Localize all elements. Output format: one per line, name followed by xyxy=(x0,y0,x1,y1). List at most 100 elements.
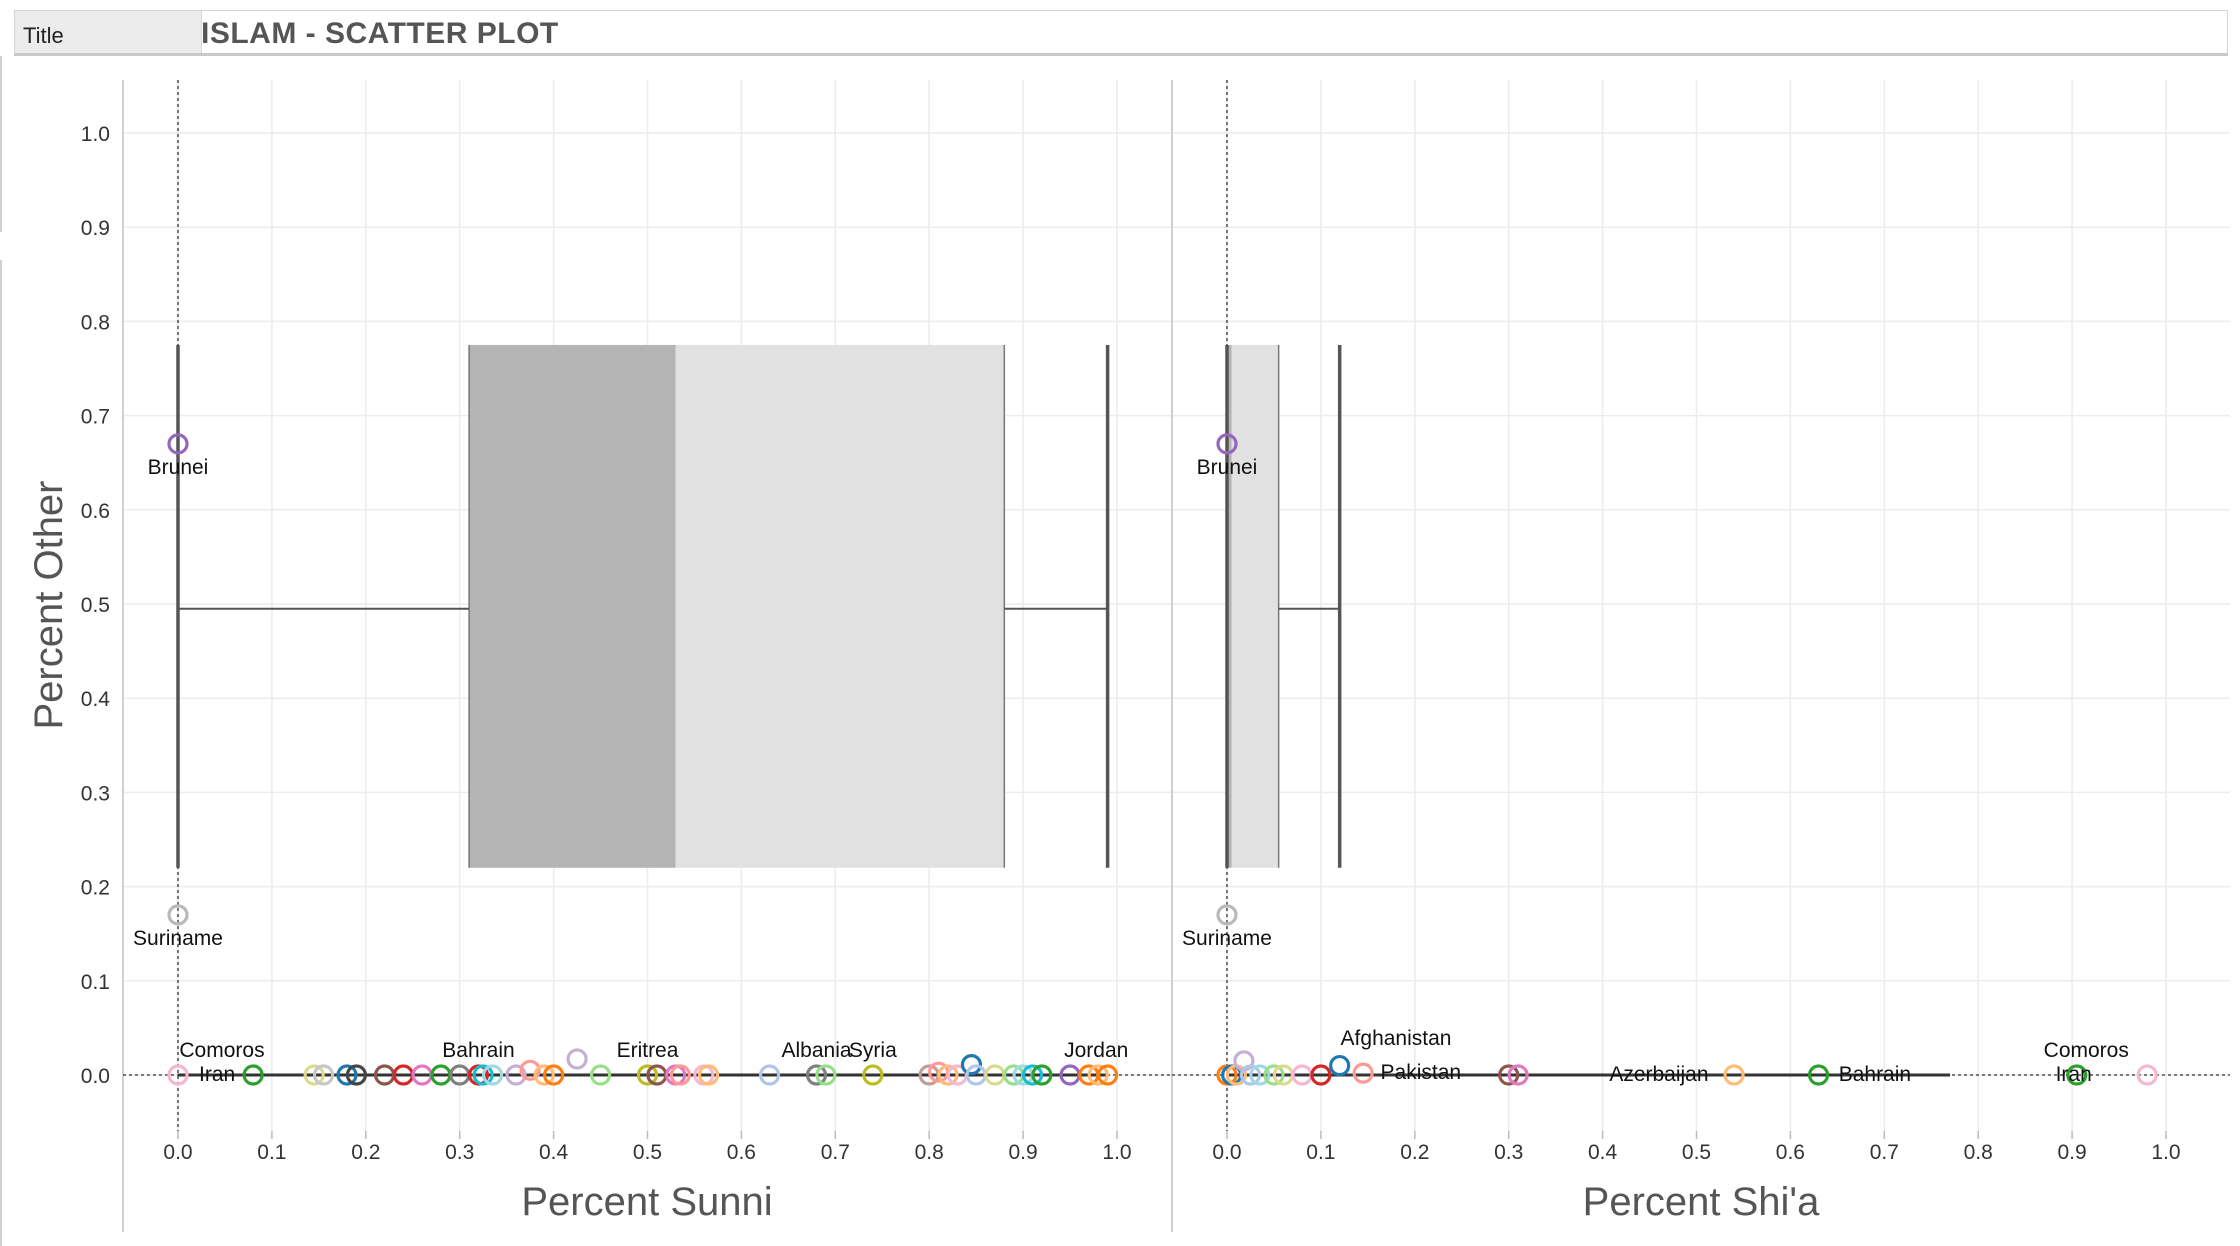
data-point xyxy=(167,1064,189,1086)
y-tick-label: 0.9 xyxy=(81,217,110,240)
data-point xyxy=(1263,1064,1285,1086)
point-label: Albania xyxy=(781,1039,851,1062)
data-point xyxy=(1310,1064,1332,1086)
data-point xyxy=(589,1064,612,1086)
data-point xyxy=(167,433,189,455)
data-point xyxy=(1498,1064,1520,1086)
point-label: Suriname xyxy=(1182,927,1272,950)
point-label: Syria xyxy=(849,1039,897,1062)
x-tick-label: 0.0 xyxy=(1212,1141,1241,1164)
x-tick-label: 0.2 xyxy=(351,1141,380,1164)
box-lower-half xyxy=(1227,344,1232,868)
data-point xyxy=(1239,1064,1262,1086)
x-tick-label: 0.2 xyxy=(1400,1141,1429,1164)
x-tick-label: 0.8 xyxy=(915,1141,944,1164)
box-lower-half xyxy=(469,344,676,868)
x-tick-label: 0.5 xyxy=(633,1141,662,1164)
point-label: Pakistan xyxy=(1381,1061,1462,1084)
box-upper-half xyxy=(1231,344,1279,868)
data-point xyxy=(242,1064,264,1086)
box-upper-half xyxy=(675,344,1005,868)
x-tick-label: 0.7 xyxy=(821,1141,850,1164)
y-tick-label: 1.0 xyxy=(81,123,110,146)
y-tick-label: 0.7 xyxy=(81,406,110,429)
x-tick-label: 1.0 xyxy=(1102,1141,1131,1164)
data-point xyxy=(1807,1064,1830,1086)
point-label: Jordan xyxy=(1064,1039,1128,1062)
point-label: Azerbaijan xyxy=(1609,1063,1708,1086)
point-label: Eritrea xyxy=(617,1039,679,1062)
data-point xyxy=(566,1048,588,1070)
data-point xyxy=(1216,433,1238,455)
data-point xyxy=(505,1064,527,1086)
y-tick-label: 0.4 xyxy=(81,688,111,711)
point-label: Brunei xyxy=(148,456,209,479)
data-point xyxy=(758,1064,781,1086)
data-point xyxy=(669,1064,691,1086)
title-tab[interactable]: Title xyxy=(15,11,202,53)
data-point xyxy=(312,1064,335,1086)
x-tick-label: 0.0 xyxy=(163,1141,192,1164)
data-point xyxy=(805,1064,828,1086)
x-tick-label: 0.3 xyxy=(445,1141,474,1164)
data-point xyxy=(519,1059,541,1081)
x-tick-label: 0.5 xyxy=(1682,1141,1711,1164)
y-tick-label: 0.5 xyxy=(81,594,110,617)
y-tick-label: 0.6 xyxy=(81,500,110,523)
data-point xyxy=(1087,1064,1109,1086)
point-label: Iran xyxy=(199,1063,235,1086)
data-point xyxy=(636,1064,659,1086)
x-axis-title: Percent Shi'a xyxy=(1583,1180,1820,1224)
data-point xyxy=(1021,1064,1044,1086)
point-label: Comoros xyxy=(2044,1039,2129,1062)
data-point xyxy=(937,1064,959,1086)
y-tick-label: 0.3 xyxy=(81,782,110,805)
x-tick-label: 0.1 xyxy=(257,1141,286,1164)
x-tick-label: 0.4 xyxy=(1588,1141,1618,1164)
x-tick-label: 0.8 xyxy=(1964,1141,1993,1164)
x-tick-label: 1.0 xyxy=(2151,1141,2180,1164)
y-tick-label: 0.8 xyxy=(81,311,110,334)
data-point xyxy=(542,1064,565,1086)
title-tab-label: Title xyxy=(23,23,64,48)
data-point xyxy=(815,1064,837,1086)
y-axis-title: Percent Other xyxy=(27,480,71,729)
x-tick-label: 0.3 xyxy=(1494,1141,1523,1164)
y-tick-label: 0.2 xyxy=(81,877,110,900)
x-tick-label: 0.4 xyxy=(539,1141,569,1164)
x-tick-label: 0.7 xyxy=(1870,1141,1899,1164)
left-edge-divider-lower xyxy=(0,260,2,1246)
data-point xyxy=(2066,1064,2088,1086)
data-point xyxy=(345,1064,368,1086)
data-point xyxy=(1097,1064,1119,1086)
x-tick-label: 0.6 xyxy=(727,1141,756,1164)
page-title: ISLAM - SCATTER PLOT xyxy=(201,17,559,50)
data-point xyxy=(1216,904,1238,926)
data-point xyxy=(481,1064,504,1086)
x-tick-label: 0.6 xyxy=(1776,1141,1805,1164)
left-edge-divider xyxy=(0,56,2,232)
y-tick-label: 0.1 xyxy=(81,971,110,994)
point-label: Afghanistan xyxy=(1341,1027,1452,1050)
point-label: Suriname xyxy=(133,927,223,950)
point-label: Bahrain xyxy=(442,1039,514,1062)
data-point xyxy=(1249,1064,1271,1086)
data-point xyxy=(697,1064,720,1086)
point-label: Comoros xyxy=(179,1039,264,1062)
point-label: Iran xyxy=(2056,1063,2092,1086)
data-point xyxy=(336,1064,358,1086)
data-point xyxy=(862,1064,884,1086)
data-point xyxy=(1329,1054,1351,1077)
point-label: Brunei xyxy=(1197,456,1258,479)
data-point xyxy=(167,904,189,926)
data-point xyxy=(533,1064,555,1086)
point-label: Bahrain xyxy=(1839,1063,1911,1086)
x-tick-label: 0.1 xyxy=(1306,1141,1335,1164)
x-tick-label: 0.9 xyxy=(2057,1141,2086,1164)
data-point xyxy=(1352,1062,1374,1084)
title-bar: Title ISLAM - SCATTER PLOT xyxy=(14,10,2228,56)
y-tick-label: 0.0 xyxy=(81,1065,110,1088)
x-tick-label: 0.9 xyxy=(1008,1141,1037,1164)
data-point xyxy=(472,1064,494,1086)
